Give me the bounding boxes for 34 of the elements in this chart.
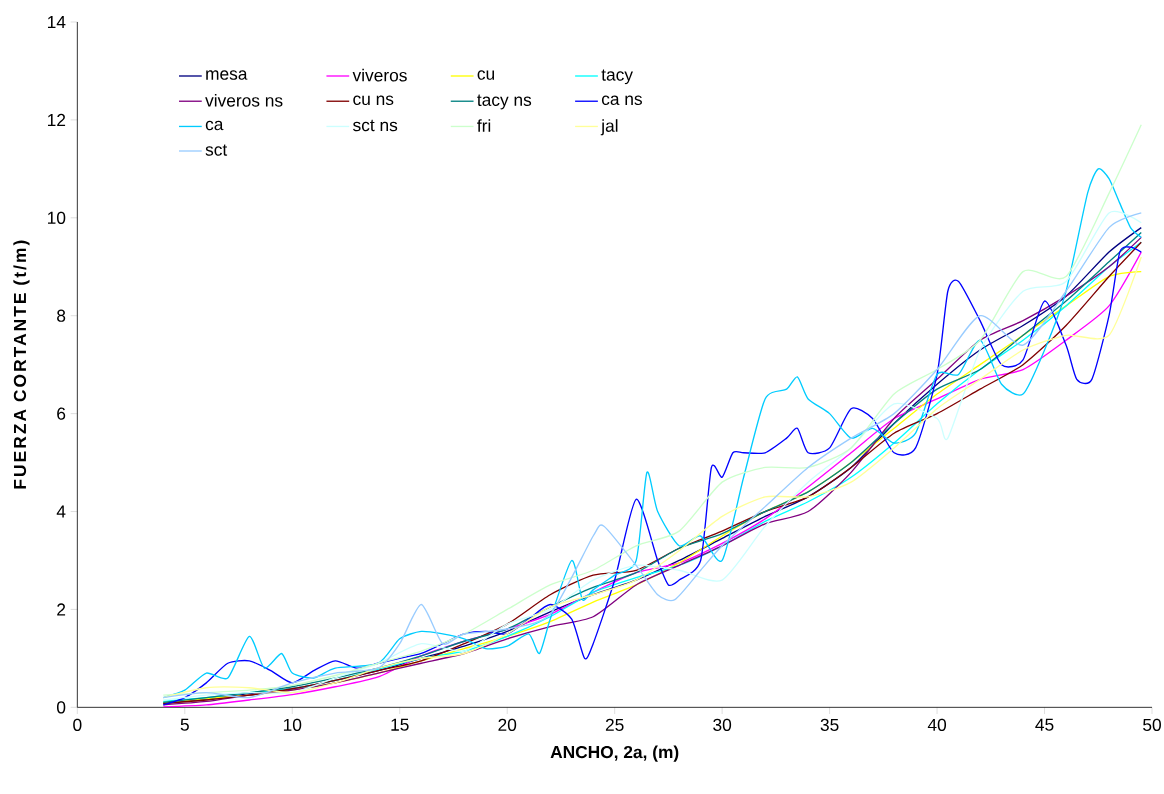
x-tick-label: 5 (180, 718, 189, 731)
legend-label: ca (205, 120, 224, 131)
x-tick-label: 20 (498, 718, 517, 731)
legend-label: tacy ns (477, 94, 532, 110)
x-tick-label: 10 (283, 718, 302, 731)
legend-label: viveros (352, 68, 407, 82)
x-tick-label: 40 (927, 718, 947, 731)
legend-label: viveros ns (205, 93, 283, 107)
x-tick-label: 50 (1143, 718, 1161, 731)
y-tick-label: 10 (48, 211, 66, 224)
legend-label: cu (477, 70, 495, 80)
x-tick-label: 15 (391, 718, 409, 731)
x-tick-label: 45 (1035, 718, 1054, 731)
y-axis-title: FUERZA CORTANTE (t/m) (13, 240, 30, 489)
x-tick-label: 35 (820, 718, 839, 731)
legend-label: sct ns (353, 119, 398, 132)
y-tick-label: 14 (48, 16, 66, 28)
y-tick-label: 4 (56, 505, 66, 518)
y-tick-label: 8 (57, 309, 66, 322)
legend-label: jal (600, 119, 618, 136)
legend-label: sct (205, 144, 228, 156)
y-tick-label: 2 (57, 603, 66, 616)
legend-label: cu ns (353, 95, 394, 106)
x-tick-label: 0 (73, 718, 82, 731)
legend-label: ca ns (601, 95, 642, 106)
legend-label: mesa (206, 70, 248, 80)
y-tick-label: 12 (48, 113, 66, 126)
x-tick-label: 25 (605, 718, 624, 731)
legend-label: tacy (601, 69, 633, 85)
x-tick-label: 30 (713, 718, 732, 731)
x-axis-title: ANCHO, 2a, (m) (550, 745, 679, 762)
y-tick-label: 6 (57, 407, 66, 420)
legend-label: fri (477, 119, 491, 132)
y-tick-label: 0 (56, 701, 66, 714)
